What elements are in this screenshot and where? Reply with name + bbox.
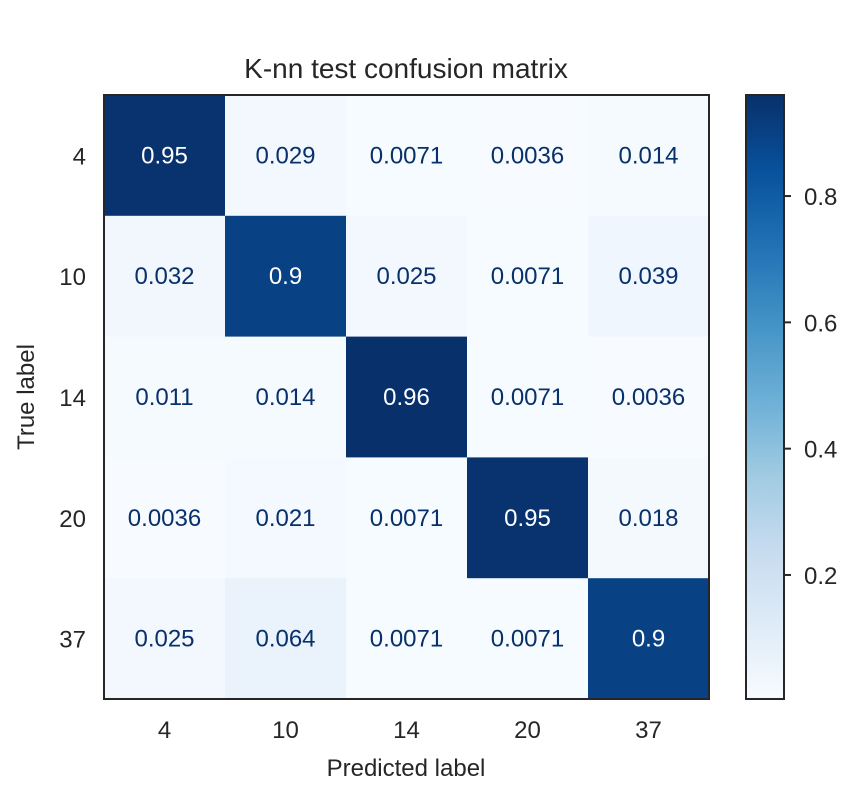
- x-axis-label: Predicted label: [327, 755, 486, 782]
- cell-value-label: 0.021: [255, 505, 315, 532]
- colorbar-tick-label: 0.4: [804, 437, 837, 464]
- y-axis-ticks: 4 10 14 20 37: [59, 143, 86, 653]
- cell-value-label: 0.018: [618, 505, 678, 532]
- cell-value-label: 0.039: [618, 263, 678, 290]
- colorbar: [745, 94, 785, 700]
- cell-value-label: 0.029: [255, 142, 315, 169]
- x-tick-label: 20: [514, 717, 541, 744]
- chart-title: K-nn test confusion matrix: [244, 53, 568, 84]
- cell-value-label: 0.011: [135, 384, 193, 411]
- heatmap-cell-4-1: [225, 578, 347, 700]
- cell-value-label: 0.064: [255, 626, 315, 653]
- y-tick-label: 4: [73, 143, 86, 170]
- heatmap-cell-4-4: [588, 578, 710, 700]
- heatmap-cell-2-1: [225, 336, 347, 458]
- heatmap-cell-4-3: [467, 578, 589, 700]
- cell-value-label: 0.032: [134, 263, 194, 290]
- cell-value-label: 0.0036: [612, 384, 685, 411]
- cell-value-label: 0.0071: [370, 626, 443, 653]
- heatmap-cell-labels: 0.95 0.029 0.0071 0.0036 0.014 0.032 0.9 0.025 0…: [128, 142, 685, 652]
- cell-value-label: 0.014: [618, 142, 678, 169]
- cell-value-label: 0.0071: [491, 626, 564, 653]
- cell-value-label: 0.0071: [491, 384, 564, 411]
- cell-value-label: 0.96: [383, 384, 430, 411]
- heatmap-cell-4-0: [104, 578, 226, 700]
- x-axis-ticks: 4 10 14 20 37: [158, 717, 662, 744]
- y-tick-label: 20: [59, 506, 86, 533]
- colorbar-tick-label: 0.6: [804, 310, 837, 337]
- heatmap-cell-3-0: [104, 457, 226, 579]
- y-tick-label: 14: [59, 385, 86, 412]
- heatmap-cell-4-2: [346, 578, 468, 700]
- heatmap-cell-0-3: [467, 95, 589, 217]
- heatmap-cell-1-1: [225, 215, 347, 338]
- heatmap-cell-3-4: [588, 457, 710, 579]
- y-axis-label: True label: [13, 344, 40, 450]
- heatmap-cells: [104, 95, 710, 700]
- cell-value-label: 0.0036: [128, 505, 201, 532]
- heatmap-cell-1-0: [104, 215, 226, 338]
- heatmap-cell-2-4: [588, 336, 710, 458]
- heatmap-cell-1-4: [588, 215, 710, 338]
- x-tick-label: 37: [635, 717, 662, 744]
- plot-frame: [103, 94, 710, 700]
- colorbar-tick-label: 0.2: [804, 563, 837, 590]
- cell-value-label: 0.9: [269, 263, 302, 290]
- cell-value-label: 0.0071: [370, 142, 443, 169]
- heatmap-cell-0-4: [588, 95, 710, 217]
- cell-value-label: 0.0071: [370, 505, 443, 532]
- cell-value-label: 0.95: [504, 505, 551, 532]
- heatmap-cell-0-1: [225, 95, 347, 217]
- x-tick-label: 4: [158, 717, 171, 744]
- cell-value-label: 0.025: [376, 263, 436, 290]
- cell-value-label: 0.0071: [491, 263, 564, 290]
- heatmap-cell-1-2: [346, 215, 468, 338]
- cell-value-label: 0.9: [632, 626, 665, 653]
- heatmap-cell-2-0: [104, 336, 226, 458]
- heatmap-cell-1-3: [467, 215, 589, 338]
- cell-value-label: 0.014: [255, 384, 315, 411]
- cell-value-label: 0.95: [141, 142, 188, 169]
- heatmap-cell-2-2: [346, 336, 468, 458]
- colorbar-ticks: 0.2 0.4 0.6 0.8: [784, 184, 837, 590]
- heatmap-cell-0-0: [104, 95, 226, 217]
- y-tick-label: 10: [59, 264, 86, 291]
- heatmap-cell-3-3: [467, 457, 589, 579]
- x-tick-label: 10: [272, 717, 299, 744]
- x-tick-label: 14: [393, 717, 420, 744]
- colorbar-tick-label: 0.8: [804, 184, 837, 211]
- heatmap-cell-0-2: [346, 95, 468, 217]
- y-tick-label: 37: [59, 627, 86, 654]
- cell-value-label: 0.0036: [491, 142, 564, 169]
- heatmap-cell-3-1: [225, 457, 347, 579]
- cell-value-label: 0.025: [134, 626, 194, 653]
- heatmap-cell-3-2: [346, 457, 468, 579]
- heatmap-cell-2-3: [467, 336, 589, 458]
